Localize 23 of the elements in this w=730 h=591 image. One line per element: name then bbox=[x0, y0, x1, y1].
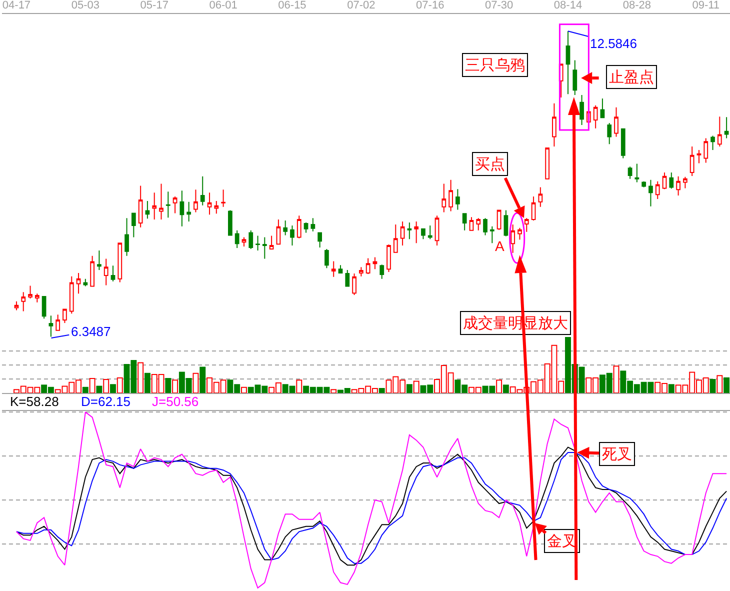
x-tick-label: 09-11 bbox=[692, 0, 720, 12]
annotation: 金叉 bbox=[547, 532, 577, 550]
x-tick-label: 06-01 bbox=[209, 0, 238, 12]
annotation: 6.3487 bbox=[71, 324, 111, 339]
x-tick-label: 08-14 bbox=[554, 0, 582, 12]
annotation: A bbox=[495, 238, 505, 254]
annotation: 三只乌鸦 bbox=[465, 56, 525, 74]
x-tick-label: 07-30 bbox=[484, 0, 514, 12]
text: K=58.28 bbox=[10, 394, 59, 409]
x-tick-label: 05-17 bbox=[140, 0, 168, 12]
annotation: 12.5846 bbox=[590, 36, 637, 51]
annotation: 死叉 bbox=[602, 445, 632, 463]
text: D=62.15 bbox=[81, 394, 131, 409]
x-tick-label: 05-03 bbox=[71, 0, 100, 12]
x-tick-label: 07-16 bbox=[416, 0, 444, 12]
x-tick-label: 04-17 bbox=[2, 0, 31, 12]
x-tick-label: 07-02 bbox=[347, 0, 376, 12]
annotation: 止盈点 bbox=[609, 68, 654, 86]
x-tick-label: 08-28 bbox=[622, 0, 651, 12]
text: J=50.56 bbox=[152, 394, 199, 409]
x-tick-label: 06-15 bbox=[278, 0, 306, 12]
annotation: 买点 bbox=[475, 155, 505, 173]
annotation: 成交量明显放大 bbox=[463, 314, 568, 332]
